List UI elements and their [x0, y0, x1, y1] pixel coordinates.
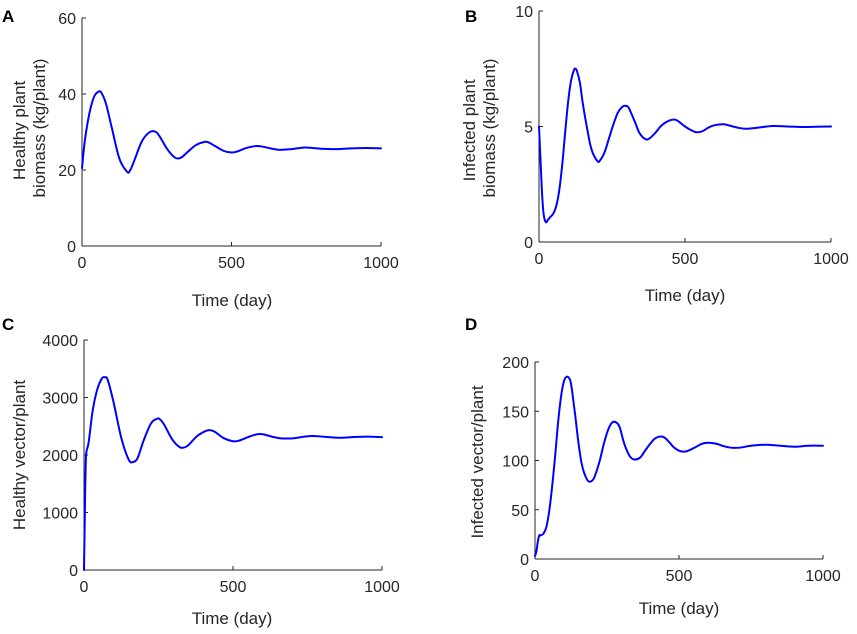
y-tick-label-d: 200: [502, 355, 529, 372]
y-tick-label-b: 5: [524, 120, 533, 137]
panel-letter-b: B: [465, 7, 477, 26]
series-line-b: [538, 67, 832, 224]
y-axis-label-d-line1: Infected vector/plant: [468, 385, 487, 538]
y-tick-label-d: 50: [511, 503, 529, 520]
y-tick-label-d: 0: [520, 552, 529, 569]
panel-letter-d: D: [465, 315, 477, 334]
y-axis-label-a: Healthy plant biomass (kg/plant): [10, 59, 49, 198]
y-tick-label-c: 2000: [42, 448, 78, 465]
y-tick-label-d: 150: [502, 404, 529, 421]
x-tick-label-d: 0: [531, 568, 540, 585]
panel-letter-c: C: [2, 315, 14, 334]
y-tick-label-a: 20: [58, 163, 76, 180]
x-tick-label-c: 0: [80, 579, 89, 596]
x-tick-label-b: 500: [672, 251, 699, 268]
y-tick-label-b: 0: [524, 235, 533, 252]
plot-b: 0 500 1000 0 5 10: [515, 4, 849, 268]
x-axis-label-a: Time (day): [192, 291, 273, 310]
plot-d: 0 500 1000 0 50 100 150 200: [502, 355, 841, 585]
x-tick-label-a: 0: [78, 255, 87, 272]
x-tick-label-c: 1000: [364, 579, 400, 596]
plot-a: 0 500 1000 0 20 40 60: [58, 11, 399, 272]
y-axis-label-b-line2: biomass (kg/plant): [480, 59, 499, 198]
panel-letter-a: A: [2, 7, 14, 26]
y-axis-label-c-line1: Healthy vector/plant: [10, 380, 29, 531]
y-tick-label-c: 0: [69, 563, 78, 580]
x-tick-label-a: 1000: [363, 255, 399, 272]
y-tick-label-c: 3000: [42, 391, 78, 408]
panel-d: D 0 500 1000 0 50 100 150 200 Time (day) Infect…: [465, 315, 841, 618]
y-tick-label-b: 10: [515, 4, 533, 21]
x-tick-label-d: 500: [666, 568, 693, 585]
series-line-c: [83, 376, 383, 571]
y-tick-label-c: 4000: [42, 333, 78, 350]
panel-b: B 0 500 1000 0 5 10 Time (day) Infected plant…: [460, 4, 849, 305]
y-axis-label-a-line1: Healthy plant: [10, 80, 29, 180]
panel-c: C 0 500 1000 0 1000 2000 3000 4000 Time (day) H…: [2, 315, 400, 628]
x-tick-label-c: 500: [220, 579, 247, 596]
y-axis-label-a-line2: biomass (kg/plant): [30, 59, 49, 198]
y-axis-label-d: Infected vector/plant: [468, 385, 487, 538]
y-axis-label-b-line1: Infected plant: [460, 79, 479, 181]
series-line-a: [81, 90, 382, 174]
x-axis-label-d: Time (day): [639, 599, 720, 618]
series-line-d: [534, 375, 824, 558]
y-tick-label-c: 1000: [42, 506, 78, 523]
x-axis-label-b: Time (day): [645, 286, 726, 305]
x-tick-label-a: 500: [218, 255, 245, 272]
y-tick-label-a: 0: [67, 239, 76, 256]
y-axis-label-b: Infected plant biomass (kg/plant): [460, 59, 499, 198]
y-tick-label-a: 60: [58, 11, 76, 28]
plot-c: 0 500 1000 0 1000 2000 3000 4000: [42, 333, 399, 596]
panel-a: A 0 500 1000 0 20 40 60 Time (day) Healthy pla…: [2, 7, 399, 310]
x-axis-label-c: Time (day): [192, 609, 273, 628]
y-axis-label-c: Healthy vector/plant: [10, 380, 29, 531]
x-tick-label-b: 1000: [813, 251, 849, 268]
y-tick-label-d: 100: [502, 454, 529, 471]
y-tick-label-a: 40: [58, 87, 76, 104]
x-tick-label-d: 1000: [805, 568, 841, 585]
x-tick-label-b: 0: [535, 251, 544, 268]
